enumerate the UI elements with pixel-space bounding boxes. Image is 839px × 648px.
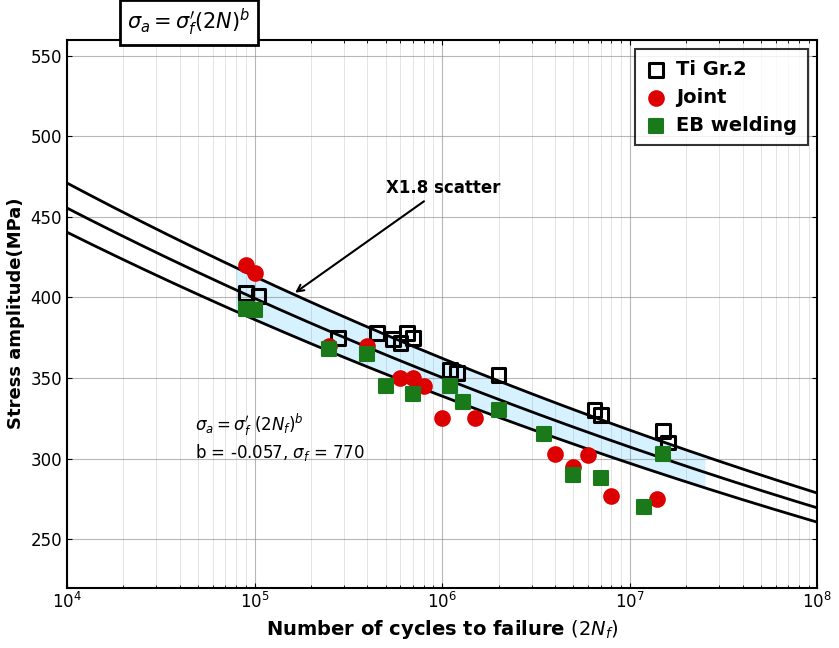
EB welding <box>239 303 253 314</box>
Ti Gr.2 <box>451 368 464 378</box>
Ti Gr.2 <box>239 288 253 298</box>
EB welding <box>656 448 670 459</box>
Legend: Ti Gr.2, Joint, EB welding: Ti Gr.2, Joint, EB welding <box>635 49 808 145</box>
EB welding <box>322 344 336 354</box>
EB welding <box>594 473 607 483</box>
Ti Gr.2 <box>661 437 675 448</box>
Ti Gr.2 <box>393 338 407 348</box>
Ti Gr.2 <box>656 426 670 436</box>
Joint <box>322 341 336 351</box>
Joint <box>248 268 261 279</box>
Ti Gr.2 <box>406 332 420 343</box>
Ti Gr.2 <box>588 405 602 415</box>
Joint <box>393 373 407 383</box>
Joint <box>650 494 664 504</box>
Text: X1.8 scatter: X1.8 scatter <box>297 179 500 292</box>
Joint <box>566 461 580 472</box>
Ti Gr.2 <box>252 291 265 301</box>
Joint <box>435 413 449 424</box>
Joint <box>548 448 561 459</box>
Joint <box>468 413 482 424</box>
Ti Gr.2 <box>443 365 456 375</box>
Ti Gr.2 <box>594 410 607 421</box>
EB welding <box>443 381 456 391</box>
Text: $\sigma_a = \sigma_f^{\prime}\ (2N_f)^b$
b = -0.057, $\sigma_f$ = 770: $\sigma_a = \sigma_f^{\prime}\ (2N_f)^b$… <box>195 412 364 463</box>
EB welding <box>492 405 505 415</box>
Ti Gr.2 <box>400 328 414 338</box>
Ti Gr.2 <box>492 369 505 380</box>
Y-axis label: Stress amplitude(MPa): Stress amplitude(MPa) <box>7 198 25 430</box>
EB welding <box>248 305 261 316</box>
EB welding <box>538 429 551 439</box>
EB welding <box>406 389 420 399</box>
EB welding <box>361 349 374 359</box>
EB welding <box>638 502 651 512</box>
Joint <box>581 450 595 461</box>
EB welding <box>566 470 580 480</box>
X-axis label: Number of cycles to failure $(2N_f)$: Number of cycles to failure $(2N_f)$ <box>266 618 618 641</box>
Ti Gr.2 <box>370 328 383 338</box>
EB welding <box>379 381 393 391</box>
Joint <box>406 373 420 383</box>
Ti Gr.2 <box>387 334 400 345</box>
Joint <box>417 381 430 391</box>
Joint <box>239 260 253 270</box>
Joint <box>361 341 374 351</box>
EB welding <box>456 397 470 408</box>
Joint <box>605 491 618 501</box>
Text: $\sigma_a = \sigma_f^{\prime}(2N)^b$: $\sigma_a = \sigma_f^{\prime}(2N)^b$ <box>127 6 250 38</box>
Ti Gr.2 <box>331 332 345 343</box>
